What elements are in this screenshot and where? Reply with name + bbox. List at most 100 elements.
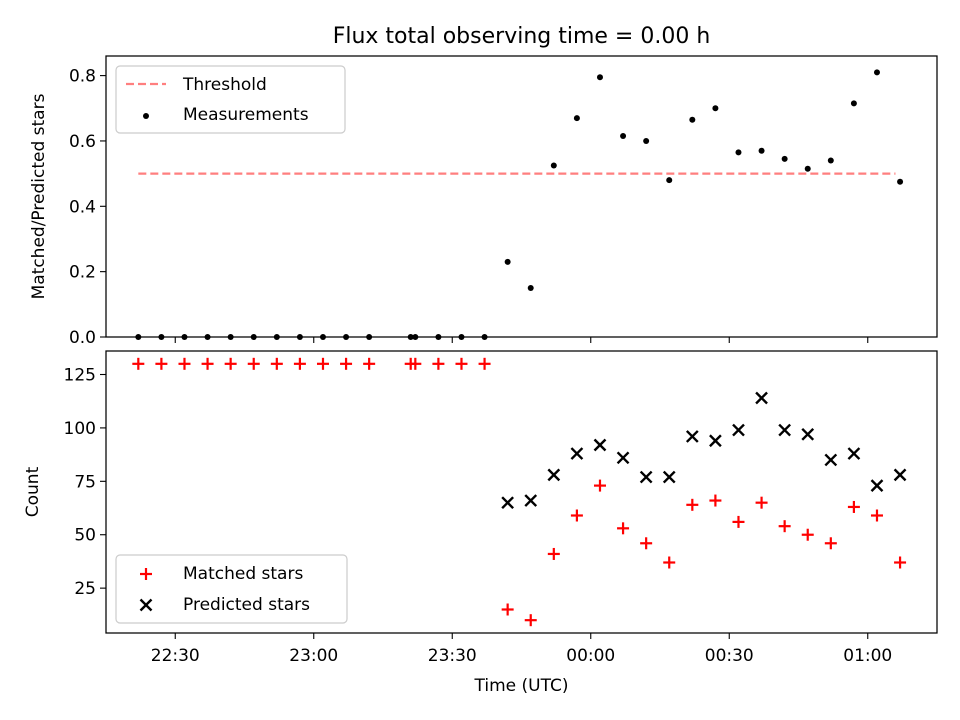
legend-measurements-label: Measurements bbox=[183, 105, 309, 125]
predicted-star-point bbox=[593, 438, 607, 452]
predicted-star-point bbox=[801, 427, 815, 441]
predicted-star-point-b bbox=[755, 391, 768, 405]
measurement-point bbox=[550, 162, 557, 169]
measurement-point bbox=[643, 137, 650, 144]
measurement-point bbox=[897, 178, 904, 185]
predicted-star-point-b bbox=[616, 451, 630, 465]
legend-frame bbox=[115, 65, 346, 134]
measurement-point bbox=[435, 334, 442, 340]
predicted-star-point-b bbox=[685, 430, 699, 443]
top-y-tick-label: 0.6 bbox=[69, 132, 96, 152]
bottom-y-tick-label: 100 bbox=[64, 419, 96, 439]
matched-star-point bbox=[478, 357, 491, 370]
bottom-y-tick-label: 50 bbox=[74, 526, 96, 546]
matched-star-point bbox=[224, 357, 237, 370]
predicted-star-point-b bbox=[870, 479, 884, 492]
bottom-y-tick-label: 125 bbox=[64, 366, 96, 386]
measurement-point bbox=[204, 334, 211, 340]
x-axis-label: Time (UTC) bbox=[474, 676, 569, 696]
x-tick-label: 22:30 bbox=[151, 646, 200, 666]
matched-star-point bbox=[524, 614, 537, 627]
predicted-star-point bbox=[824, 453, 838, 467]
measurement-point bbox=[366, 334, 373, 340]
bottom-axes-frame bbox=[105, 350, 938, 634]
measurement-point bbox=[735, 149, 742, 156]
predicted-star-point bbox=[547, 468, 561, 482]
predicted-star-point-b bbox=[801, 427, 815, 441]
measurement-point bbox=[850, 100, 857, 107]
predicted-star-point bbox=[847, 447, 861, 460]
matched-star-point bbox=[363, 357, 376, 370]
top-y-tick-label: 0.2 bbox=[69, 263, 96, 283]
matched-star-point bbox=[686, 498, 699, 511]
predicted-star-point-b bbox=[524, 494, 538, 507]
matched-star-point bbox=[663, 556, 676, 569]
predicted-star-point bbox=[685, 430, 699, 443]
predicted-star-point-b bbox=[893, 468, 907, 482]
chart-title: Flux total observing time = 0.00 h bbox=[333, 24, 711, 49]
legend-measurements-swatch bbox=[143, 113, 149, 119]
matched-star-point bbox=[870, 509, 883, 522]
legend-frame bbox=[115, 554, 348, 624]
measurement-point bbox=[412, 334, 419, 340]
predicted-star-point bbox=[778, 423, 791, 437]
matched-star-point bbox=[270, 357, 283, 370]
matched-star-point bbox=[455, 357, 468, 370]
measurement-point bbox=[666, 177, 673, 184]
predicted-star-point-b bbox=[778, 423, 791, 437]
legend-predicted-swatch bbox=[139, 598, 153, 612]
measurement-point bbox=[296, 334, 303, 340]
matched-star-point bbox=[801, 528, 814, 541]
matched-star-point bbox=[640, 537, 653, 550]
matched-star-point bbox=[155, 357, 168, 370]
predicted-star-point bbox=[732, 423, 745, 437]
matched-star-point bbox=[316, 357, 329, 370]
top-y-tick-label: 0.0 bbox=[69, 328, 96, 348]
measurement-point bbox=[343, 334, 350, 340]
legend-matched-swatch bbox=[140, 568, 152, 580]
x-tick-label: 00:00 bbox=[566, 646, 615, 666]
x-tick-label: 23:00 bbox=[289, 646, 338, 666]
predicted-star-point bbox=[616, 451, 630, 465]
predicted-star-point bbox=[524, 494, 538, 507]
measurement-point bbox=[407, 334, 414, 340]
bottom-y-tick-label: 75 bbox=[74, 472, 96, 492]
x-tick-label: 00:30 bbox=[705, 646, 754, 666]
measurement-point bbox=[758, 147, 765, 154]
matched-star-point bbox=[178, 357, 191, 370]
predicted-star-point bbox=[893, 468, 907, 482]
measurement-point bbox=[573, 115, 580, 122]
legend-predicted-label: Predicted stars bbox=[183, 595, 310, 615]
predicted-star-point bbox=[570, 447, 584, 460]
measurement-point bbox=[227, 334, 234, 340]
matched-star-point bbox=[293, 357, 306, 370]
matched-star-point bbox=[593, 479, 606, 492]
measurement-point bbox=[135, 334, 142, 340]
matched-star-point bbox=[894, 556, 907, 569]
predicted-star-point bbox=[870, 479, 884, 492]
predicted-star-point-b bbox=[570, 447, 584, 460]
matched-star-point bbox=[847, 500, 860, 513]
predicted-star-point-b bbox=[547, 468, 561, 482]
bottom-y-axis-label: Count bbox=[23, 466, 43, 517]
predicted-star-point bbox=[709, 434, 722, 448]
matched-star-point bbox=[132, 357, 145, 370]
measurement-point bbox=[827, 157, 834, 164]
predicted-star-point-b bbox=[732, 423, 745, 437]
measurement-point bbox=[804, 165, 811, 172]
measurement-point bbox=[250, 334, 257, 340]
predicted-star-point-b bbox=[709, 434, 722, 448]
bottom-plot-area: 25 50 75 100 125 22:30 23:00 23:30 00:00 00:30 01:… bbox=[64, 350, 938, 666]
matched-star-point bbox=[778, 520, 791, 533]
bottom-legend: Matched stars Predicted stars bbox=[115, 554, 348, 624]
measurement-point bbox=[504, 258, 511, 265]
predicted-star-point-b bbox=[824, 453, 838, 467]
predicted-star-point bbox=[755, 391, 768, 405]
x-tick-label: 01:00 bbox=[843, 646, 892, 666]
matched-star-point bbox=[709, 494, 722, 507]
matched-star-point bbox=[570, 509, 583, 522]
matched-star-point bbox=[432, 357, 445, 370]
measurement-point bbox=[712, 105, 719, 112]
legend-predicted-swatch-b bbox=[139, 598, 153, 612]
